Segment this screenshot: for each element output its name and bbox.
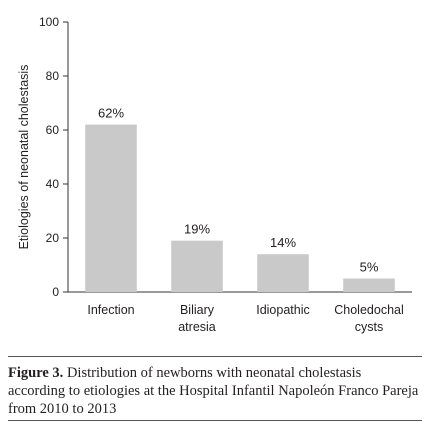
x-category-label-line: Idiopathic (256, 303, 310, 317)
x-category-label-line: Choledochal (334, 303, 404, 317)
y-tick-label: 40 (46, 177, 60, 191)
y-tick-label: 60 (46, 123, 60, 137)
bar (85, 124, 137, 292)
y-axis-title: Etiologies of neonatal cholestasis (17, 65, 31, 250)
y-tick-label: 80 (46, 69, 60, 83)
x-category-label-line: atresia (178, 320, 216, 334)
x-category-label-line: Biliary (180, 303, 215, 317)
bar (343, 278, 395, 292)
caption-bottom-rule (8, 420, 422, 421)
x-category-label-line: cysts (355, 320, 383, 334)
y-tick-label: 100 (39, 15, 59, 29)
bar-chart: 0 20 40 60 80 100 Etiologies of neonatal chole… (17, 15, 412, 334)
data-label: 5% (360, 260, 379, 275)
x-category-label: Idiopathic (256, 303, 310, 317)
caption-label: Figure 3. (8, 365, 64, 381)
x-category-label: Infection (87, 303, 134, 317)
data-label: 19% (184, 222, 210, 237)
caption-text: Distribution of newborns with neonatal c… (8, 365, 419, 417)
data-label: 62% (98, 106, 124, 121)
x-category-label: Choledochal cysts (334, 303, 404, 334)
bar (171, 240, 223, 292)
bar (257, 254, 309, 292)
y-tick-label: 20 (46, 231, 60, 245)
figure-caption: Figure 3. Distribution of newborns with … (8, 364, 422, 418)
x-category-label-line: Infection (87, 303, 134, 317)
caption-top-rule (8, 356, 422, 357)
x-category-label: Biliary atresia (178, 303, 216, 334)
data-label: 14% (270, 235, 296, 250)
y-tick-label: 0 (52, 285, 59, 299)
